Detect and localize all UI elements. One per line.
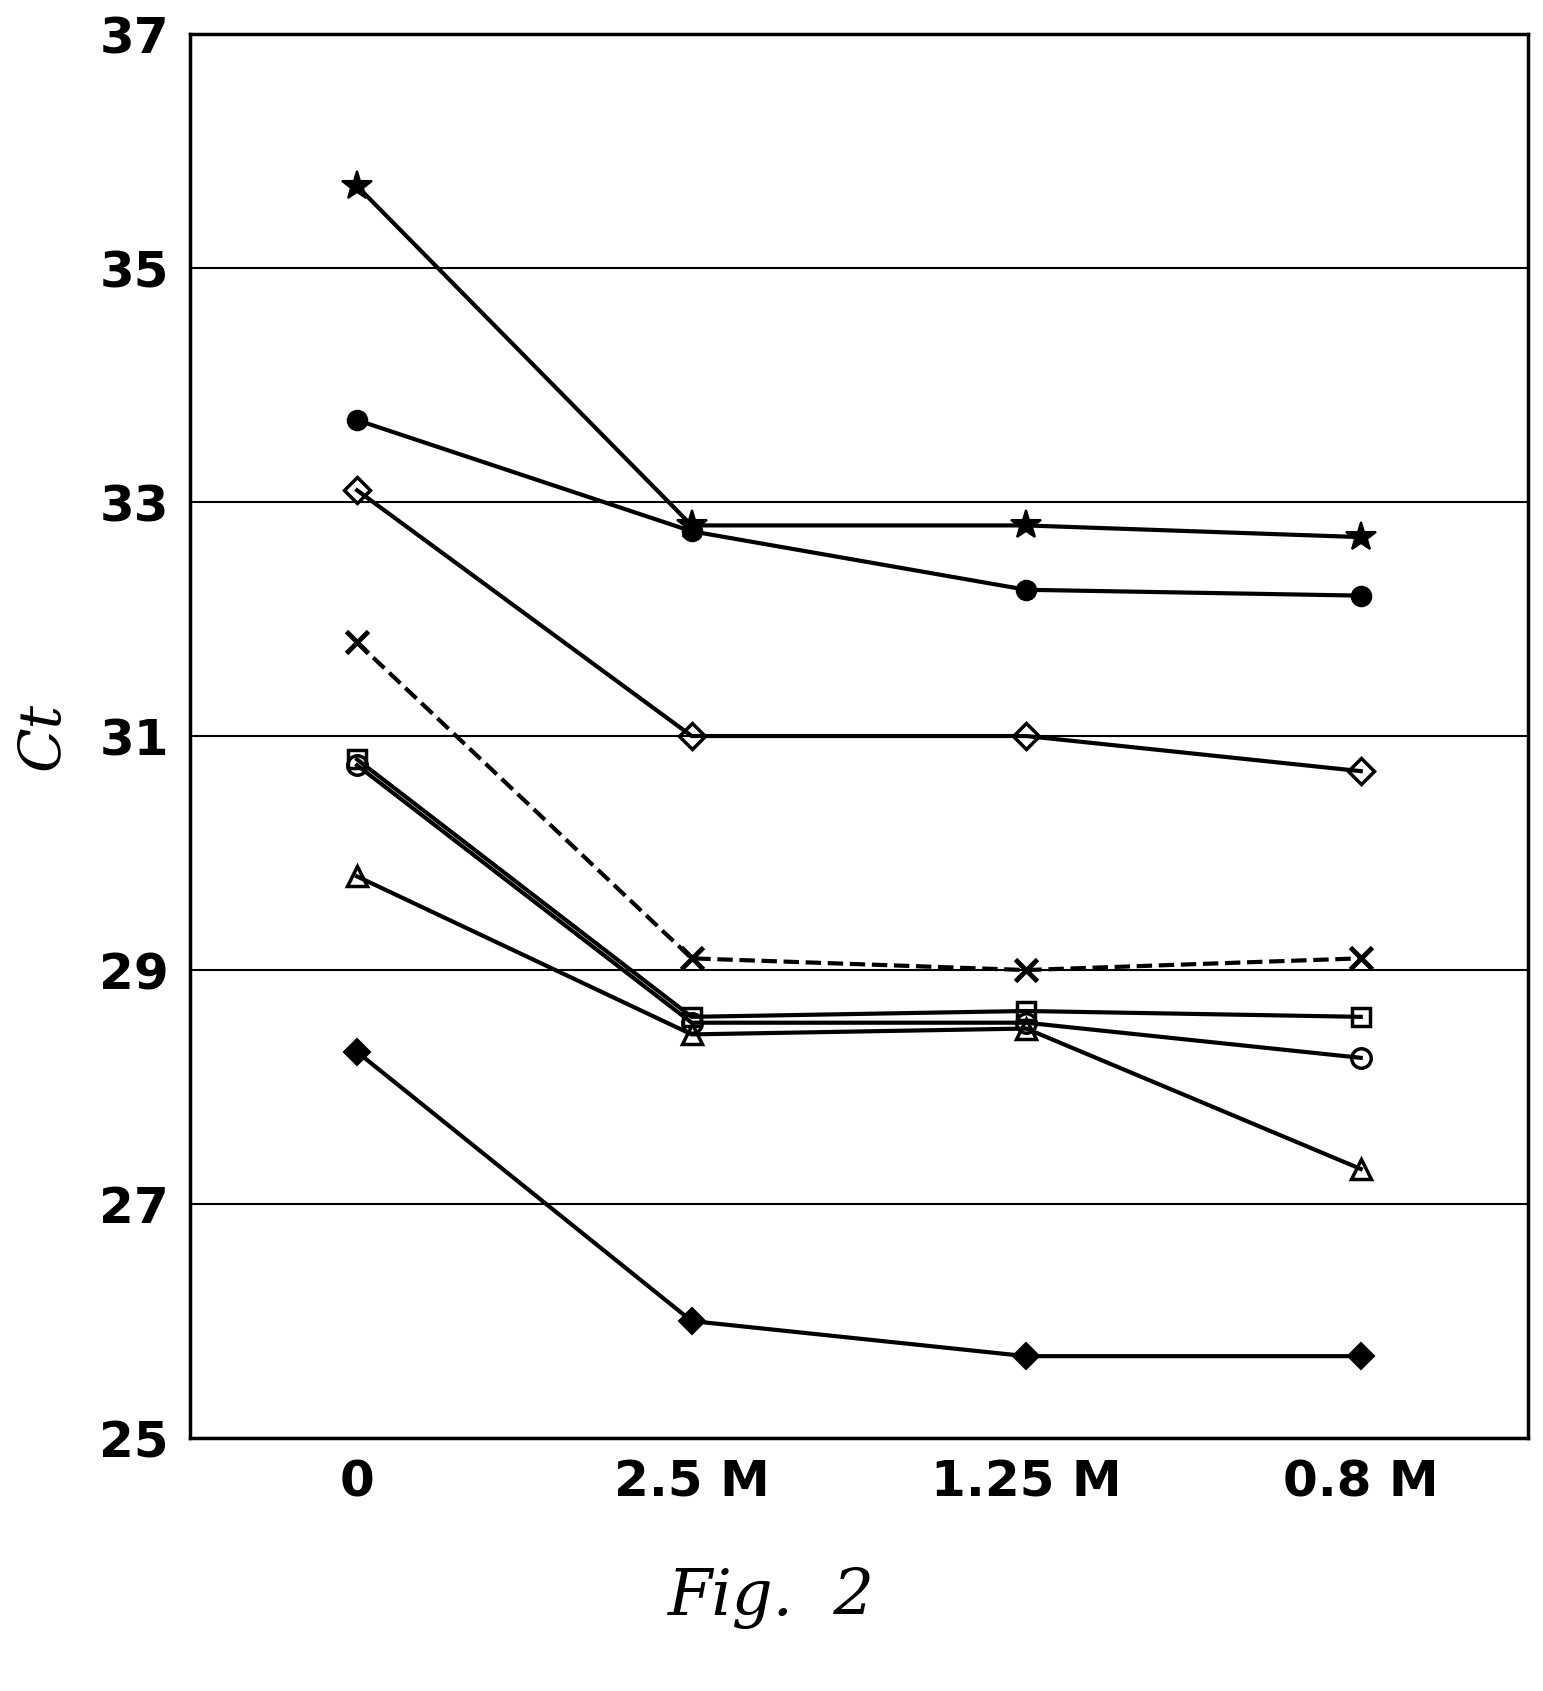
- Text: Fig.  2: Fig. 2: [668, 1568, 875, 1628]
- Y-axis label: Ct: Ct: [15, 702, 71, 769]
